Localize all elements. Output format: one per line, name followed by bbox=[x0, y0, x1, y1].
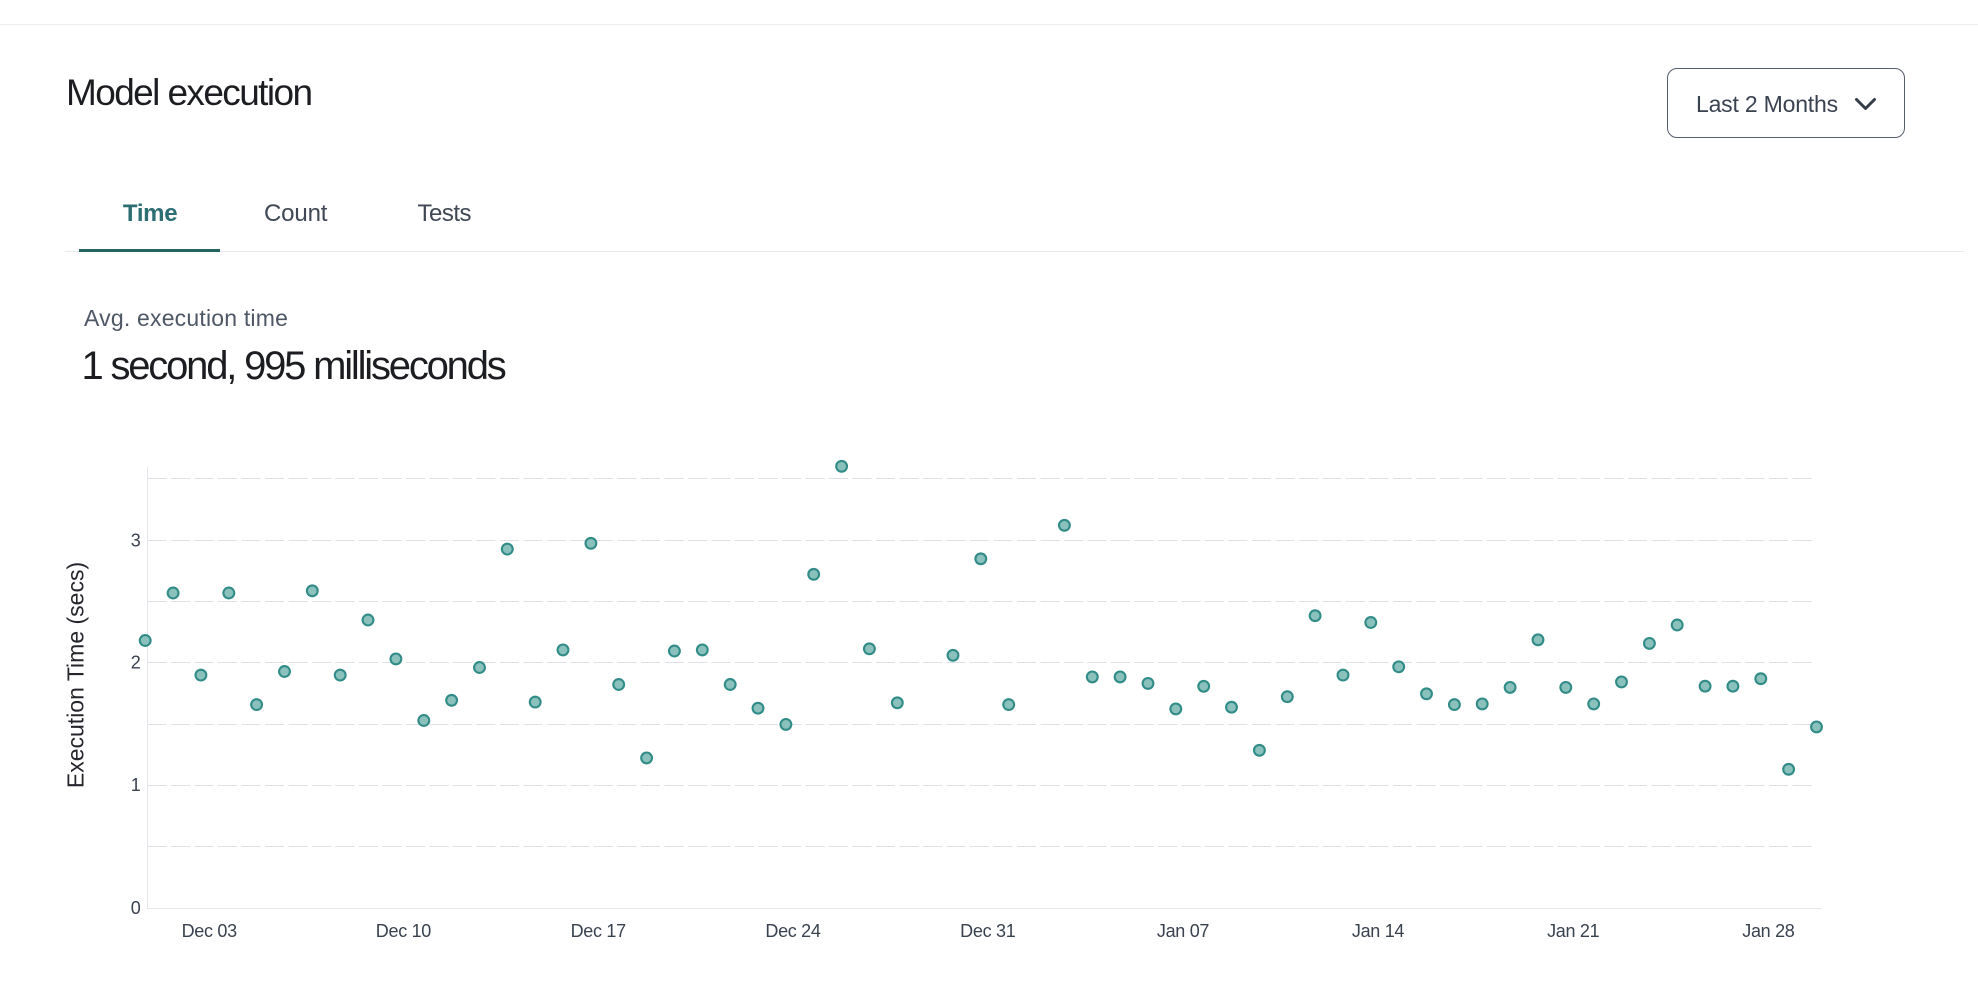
svg-text:Dec 24: Dec 24 bbox=[765, 921, 821, 941]
svg-text:Dec 03: Dec 03 bbox=[182, 921, 238, 941]
svg-text:2: 2 bbox=[131, 652, 141, 672]
svg-text:Execution Time (secs): Execution Time (secs) bbox=[63, 562, 89, 788]
svg-text:Dec 17: Dec 17 bbox=[571, 921, 627, 941]
svg-text:Jan 07: Jan 07 bbox=[1157, 921, 1210, 941]
svg-text:Jan 21: Jan 21 bbox=[1547, 921, 1600, 941]
svg-text:Jan 28: Jan 28 bbox=[1742, 921, 1795, 941]
svg-text:3: 3 bbox=[131, 531, 141, 551]
svg-text:0: 0 bbox=[131, 898, 141, 918]
svg-text:Jan 14: Jan 14 bbox=[1352, 921, 1405, 941]
svg-text:Dec 10: Dec 10 bbox=[376, 921, 432, 941]
svg-text:Dec 31: Dec 31 bbox=[960, 921, 1016, 941]
svg-text:1: 1 bbox=[131, 775, 141, 795]
